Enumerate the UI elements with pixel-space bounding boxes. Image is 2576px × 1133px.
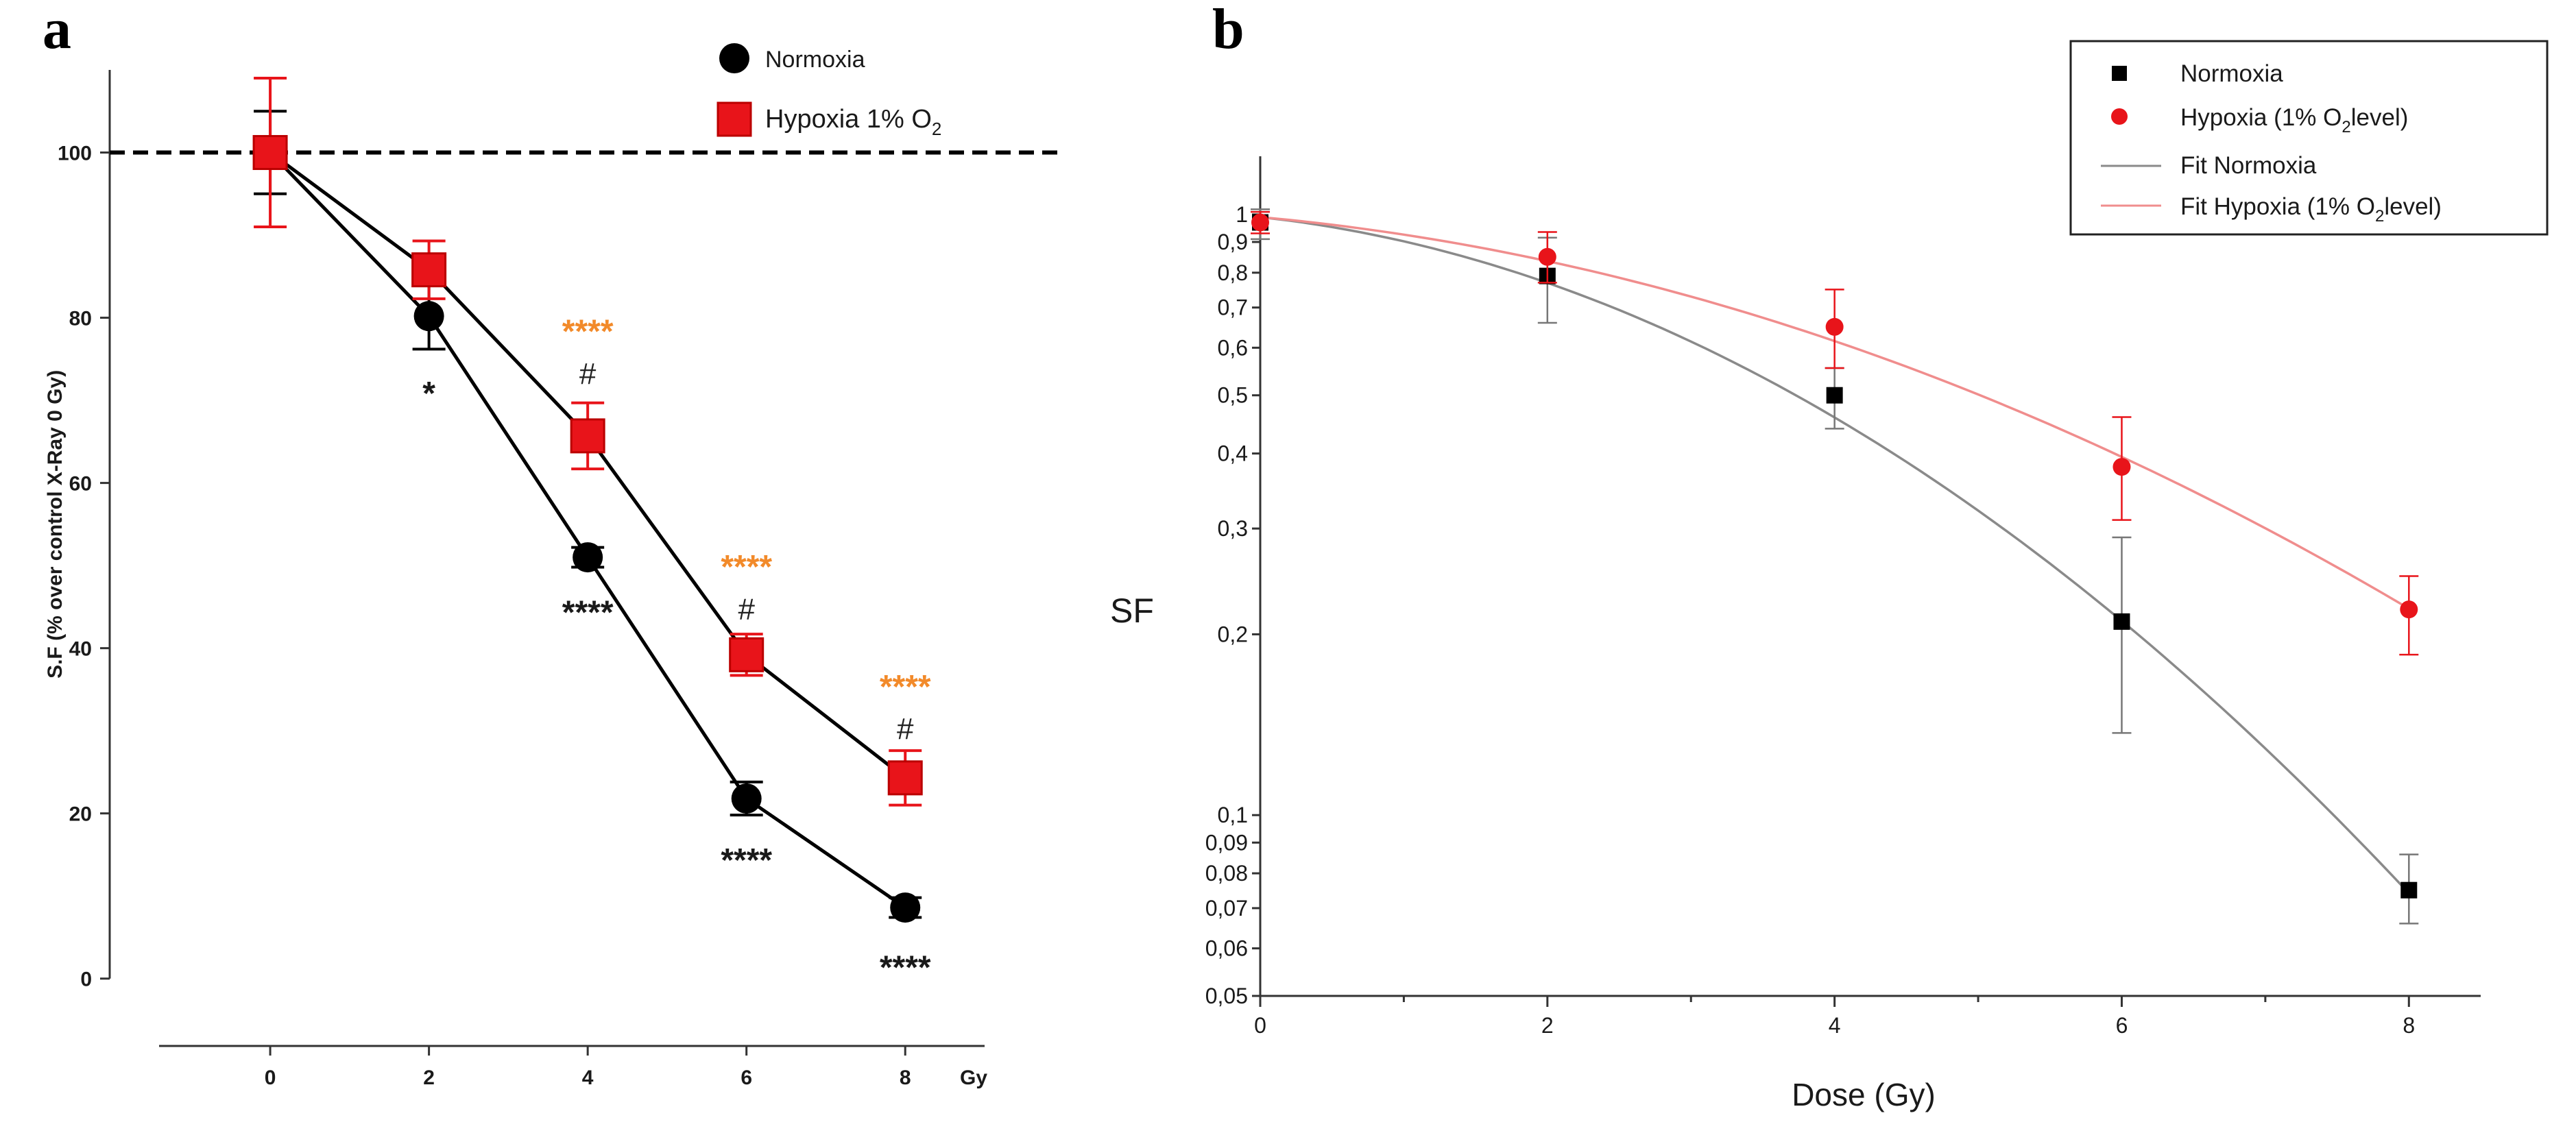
a-x-axis-label: Gy xyxy=(960,1067,987,1089)
a-point-normoxia xyxy=(731,783,762,814)
b-y-tick-label: 0,8 xyxy=(1218,260,1248,285)
b-point-hypoxia xyxy=(1251,213,1269,232)
b-y-tick-label: 0,7 xyxy=(1218,295,1248,320)
b-x-tick-label: 4 xyxy=(1829,1013,1841,1038)
a-point-normoxia xyxy=(573,542,603,573)
b-y-tick-label: 0,08 xyxy=(1205,861,1248,886)
a-x-tick-label: 8 xyxy=(900,1067,911,1089)
a-x-tick-label: 4 xyxy=(582,1067,594,1089)
a-x-tick-label: 2 xyxy=(423,1067,435,1089)
b-y-tick-label: 0,5 xyxy=(1218,383,1248,408)
b-point-hypoxia xyxy=(2400,600,2418,619)
b-legend-label-fit-normoxia: Fit Normoxia xyxy=(2180,152,2317,179)
b-point-normoxia xyxy=(2113,613,2130,630)
b-legend-marker-normoxia xyxy=(2112,66,2127,81)
a-legend-label-hypoxia: Hypoxia 1% O2 xyxy=(765,105,941,139)
a-point-normoxia xyxy=(890,892,921,923)
b-y-tick-label: 0,09 xyxy=(1205,830,1248,855)
a-annotation-stars: * xyxy=(422,376,435,412)
b-legend-label-hypoxia: Hypoxia (1% O2level) xyxy=(2180,104,2408,136)
panel-b-letter: b xyxy=(1212,0,1244,61)
a-y-tick-label: 40 xyxy=(69,638,92,661)
a-annotation-hash: # xyxy=(738,592,755,626)
a-annotation-stars: **** xyxy=(562,314,614,350)
a-annotation-stars: **** xyxy=(880,950,931,986)
b-legend: Normoxia Hypoxia (1% O2level) Fit Normoxia… xyxy=(2069,40,2549,236)
b-y-tick-label: 0,4 xyxy=(1218,441,1248,466)
a-point-hypoxia xyxy=(729,637,765,672)
a-point-hypoxia xyxy=(252,135,288,171)
a-annotation-hash: # xyxy=(897,712,914,746)
a-annotation-stars: **** xyxy=(721,842,772,879)
b-x-tick-label: 8 xyxy=(2403,1013,2415,1038)
b-y-tick-label: 1 xyxy=(1236,202,1248,227)
b-legend-box xyxy=(2069,40,2549,236)
b-y-tick-label: 0,1 xyxy=(1218,803,1248,827)
b-point-hypoxia xyxy=(2112,458,2131,476)
b-y-axis-label: SF xyxy=(1110,592,1154,630)
a-point-hypoxia xyxy=(570,418,605,454)
b-y-tick-label: 0,07 xyxy=(1205,896,1248,921)
a-y-axis-label: S.F (% over control X-Ray 0 Gy) xyxy=(44,370,67,679)
a-legend-marker-hypoxia xyxy=(717,101,752,137)
b-legend-label-fit-hypoxia: Fit Hypoxia (1% O2level) xyxy=(2180,193,2442,226)
b-x-tick-label: 6 xyxy=(2116,1013,2128,1038)
b-x-tick-label: 2 xyxy=(1541,1013,1554,1038)
b-point-hypoxia xyxy=(1538,247,1556,266)
b-y-tick-label: 0,6 xyxy=(1218,335,1248,360)
a-point-hypoxia xyxy=(887,760,923,796)
a-point-normoxia xyxy=(413,301,444,332)
b-x-tick-label: 0 xyxy=(1254,1013,1266,1038)
b-point-normoxia xyxy=(2400,881,2418,899)
panel-a-chart: 0 20 40 60 80 100 0 2 4 6 8 Gy S.F (% over control X… xyxy=(44,43,1059,1089)
a-annotation-stars: **** xyxy=(880,669,931,705)
a-y-tick-label: 80 xyxy=(69,308,92,330)
a-annotation-stars: **** xyxy=(562,594,614,631)
panel-b-chart: 1 0,9 0,8 0,7 0,6 0,5 0,4 0,3 0,2 0,1 0,09 0,08 0,07… xyxy=(1110,40,2549,1112)
a-point-hypoxia xyxy=(411,252,447,288)
a-y-tick-label: 100 xyxy=(58,143,92,165)
a-annotation-stars: **** xyxy=(721,549,772,585)
a-y-tick-label: 0 xyxy=(80,968,92,991)
a-x-tick-label: 0 xyxy=(265,1067,276,1089)
a-y-tick-label: 20 xyxy=(69,803,92,826)
b-y-tick-label: 0,2 xyxy=(1218,622,1248,646)
b-legend-label-normoxia: Normoxia xyxy=(2180,60,2283,87)
panel-a-letter: a xyxy=(43,0,71,61)
b-y-tick-label: 0,3 xyxy=(1218,516,1248,541)
b-point-hypoxia xyxy=(1825,317,1844,336)
a-legend-marker-normoxia xyxy=(719,43,749,73)
b-point-normoxia xyxy=(1826,387,1843,404)
a-annotation-hash: # xyxy=(579,357,597,391)
a-y-tick-label: 60 xyxy=(69,473,92,496)
a-series-line-0 xyxy=(269,151,906,910)
b-y-tick-label: 0,06 xyxy=(1205,936,1248,961)
b-y-tick-label: 0,05 xyxy=(1205,984,1248,1008)
b-legend-marker-hypoxia xyxy=(2111,108,2128,125)
a-legend-label-normoxia: Normoxia xyxy=(765,47,865,73)
b-x-axis-label: Dose (Gy) xyxy=(1792,1077,1936,1112)
a-x-tick-label: 6 xyxy=(741,1067,752,1089)
b-y-tick-label: 0,9 xyxy=(1218,230,1248,254)
